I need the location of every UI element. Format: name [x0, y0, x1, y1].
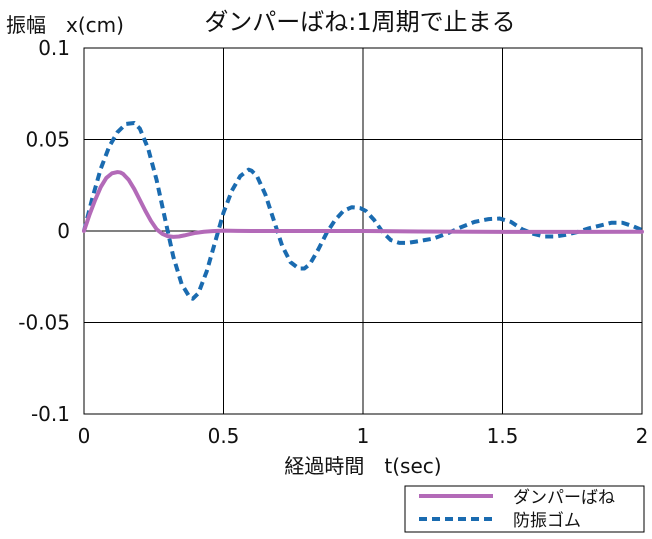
- legend-label-damper: ダンパーばね: [513, 488, 615, 508]
- legend: ダンパーばね 防振ゴム: [404, 485, 645, 533]
- legend-label-rubber: 防振ゴム: [513, 510, 581, 531]
- x-tick-label: 1.5: [487, 424, 519, 448]
- tick-labels: 0 0.5 1 1.5 2 -0.1 -0.05 0 0.05 0.1: [18, 36, 648, 448]
- y-tick-label: 0.05: [25, 128, 70, 152]
- series-line-damper: [82, 170, 644, 239]
- y-tick-label: -0.1: [31, 402, 70, 426]
- x-tick-label: 2: [636, 424, 649, 448]
- chart-title: ダンパーばね:1周期で止まる: [204, 8, 515, 36]
- x-tick-label: 0.5: [208, 424, 240, 448]
- x-axis-label: 経過時間 t(sec): [284, 454, 441, 478]
- series-layer: [82, 121, 644, 301]
- x-tick-label: 1: [357, 424, 370, 448]
- y-tick-label: 0.1: [38, 36, 70, 60]
- y-axis-label: 振幅 x(cm): [6, 13, 124, 37]
- x-tick-label: 0: [78, 424, 91, 448]
- y-tick-label: 0: [57, 219, 70, 243]
- y-tick-label: -0.05: [18, 311, 70, 335]
- legend-box: [404, 485, 645, 533]
